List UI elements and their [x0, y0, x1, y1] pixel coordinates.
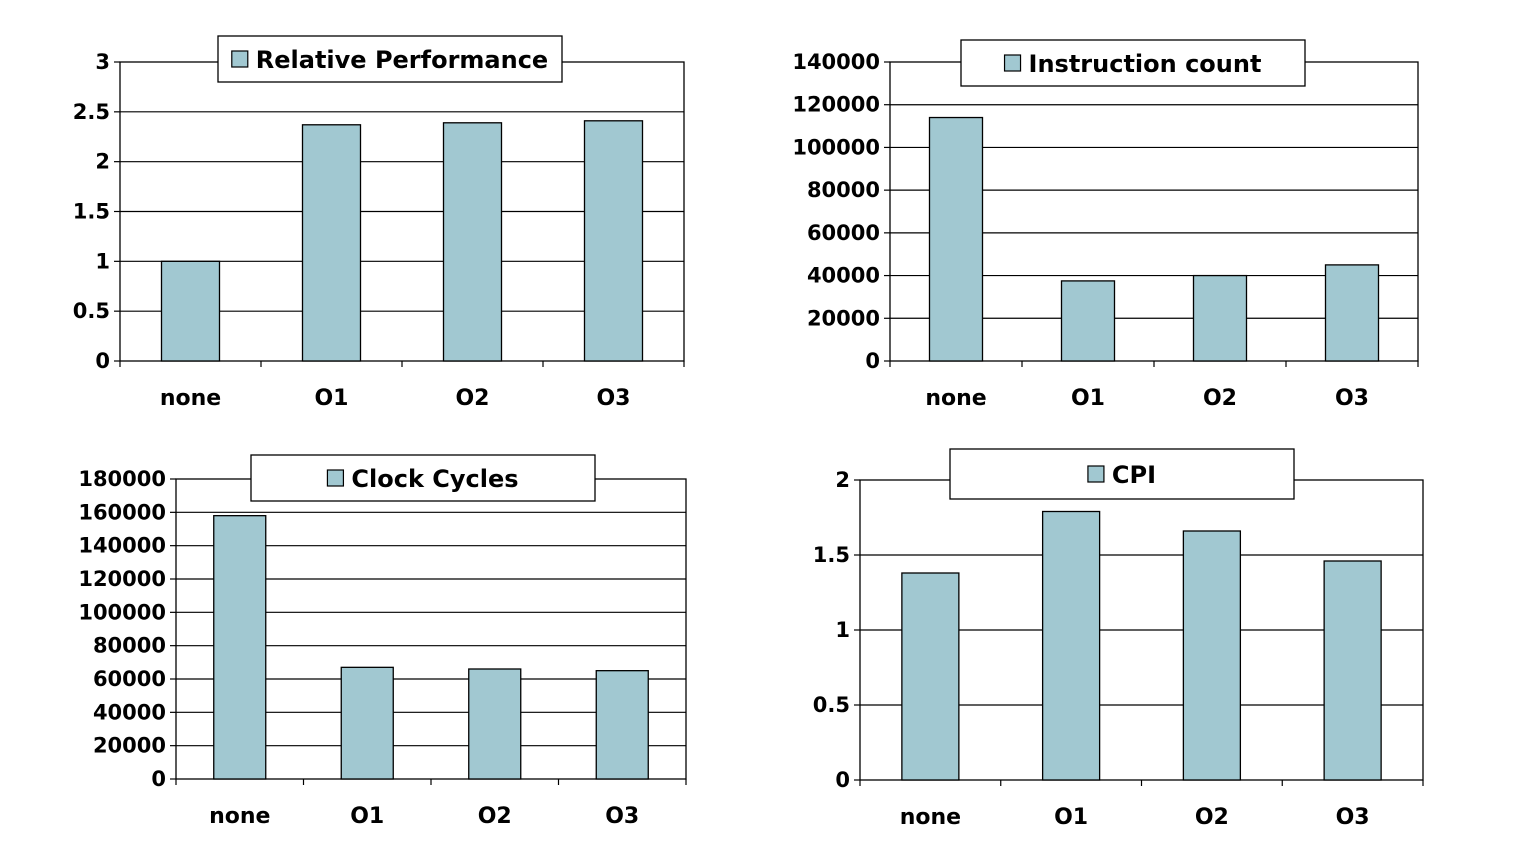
y-tick-label: 80000 [93, 634, 166, 658]
y-tick-label: 180000 [78, 467, 166, 491]
x-tick-label: O3 [1335, 386, 1369, 411]
x-tick-label: O2 [455, 386, 489, 411]
legend-swatch [326, 469, 345, 487]
bar-o2 [1182, 530, 1242, 781]
y-tick-label: 140000 [78, 534, 166, 558]
bar-o3 [1324, 264, 1380, 362]
y-tick-label: 1 [95, 249, 110, 273]
y-tick-label: 120000 [792, 93, 880, 117]
bar-o3 [583, 120, 644, 362]
bar-none [213, 515, 267, 780]
legend-box [250, 454, 596, 502]
y-tick-label: 160000 [78, 500, 166, 524]
bar-o3 [595, 670, 649, 780]
x-tick-label: O1 [1054, 805, 1088, 830]
legend-box [217, 35, 563, 83]
x-tick-label: O3 [1336, 805, 1370, 830]
legend-label: CPI [1112, 461, 1156, 489]
x-tick-label: none [900, 805, 961, 830]
chart-2: 0 20000 40000 60000 80000 100000 120000 140000 n… [792, 39, 1419, 411]
legend-label: Relative Performance [256, 46, 548, 74]
x-tick-label: O1 [314, 386, 348, 411]
y-tick-label: 60000 [807, 221, 880, 245]
legend: Relative Performance [217, 35, 563, 83]
bar-none [928, 116, 984, 362]
x-tick-label: none [209, 804, 270, 829]
legend: CPI [949, 448, 1295, 500]
y-tick-label: 120000 [78, 567, 166, 591]
legend: Instruction count [960, 39, 1306, 87]
y-tick-label: 100000 [78, 600, 166, 624]
legend-label: Clock Cycles [351, 465, 518, 493]
y-tick-label: 0 [865, 349, 880, 373]
x-tick-label: O3 [596, 386, 630, 411]
y-tick-label: 0 [835, 768, 850, 792]
y-tick-label: 0 [95, 349, 110, 373]
bar-none [901, 572, 960, 781]
y-tick-label: 2 [95, 150, 110, 174]
y-tick-label: 80000 [807, 178, 880, 202]
y-tick-label: 2 [835, 468, 850, 492]
legend-swatch [231, 50, 249, 68]
bar-o1 [1041, 510, 1101, 781]
y-tick-label: 140000 [792, 50, 880, 74]
x-tick-label: O2 [1195, 805, 1229, 830]
y-tick-label: 60000 [93, 667, 166, 691]
x-tick-label: O3 [605, 804, 639, 829]
x-tick-label: O2 [478, 804, 512, 829]
bar-o2 [1192, 274, 1248, 362]
bar-o3 [1323, 560, 1382, 781]
y-tick-label: 1 [835, 618, 850, 642]
bar-none [160, 260, 221, 362]
chart-1: 0 0.5 1 1.5 2 2.5 3 none O1 O2 O3 Relative Performa… [73, 35, 685, 411]
legend-label: Instruction count [1029, 50, 1262, 78]
legend: Clock Cycles [250, 454, 596, 502]
y-tick-label: 0.5 [813, 693, 850, 717]
x-tick-label: none [160, 386, 221, 411]
y-tick-label: 20000 [807, 306, 880, 330]
bar-o1 [340, 666, 394, 780]
y-tick-label: 100000 [792, 135, 880, 159]
y-tick-label: 20000 [93, 734, 166, 758]
x-tick-label: O1 [350, 804, 384, 829]
legend-swatch [1087, 465, 1105, 483]
bar-o2 [468, 668, 522, 780]
legend-box [949, 448, 1295, 500]
y-tick-label: 40000 [807, 264, 880, 288]
y-tick-label: 2.5 [73, 100, 110, 124]
chart-3: 0 20000 40000 60000 80000 100000 120000 140000 1… [78, 454, 687, 829]
y-tick-label: 3 [95, 50, 110, 74]
y-tick-label: 1.5 [73, 200, 110, 224]
x-tick-label: none [925, 386, 986, 411]
x-tick-label: O1 [1071, 386, 1105, 411]
legend-swatch [1003, 54, 1022, 72]
bar-o1 [301, 124, 362, 362]
y-tick-label: 40000 [93, 700, 166, 724]
x-tick-label: O2 [1203, 386, 1237, 411]
bar-o1 [1060, 280, 1116, 362]
y-tick-label: 1.5 [813, 543, 850, 567]
y-tick-label: 0.5 [73, 299, 110, 323]
chart-4: 0 0.5 1 1.5 2 none O1 O2 O3 CPI [813, 448, 1424, 830]
bar-o2 [442, 122, 503, 362]
y-tick-label: 0 [151, 767, 166, 791]
